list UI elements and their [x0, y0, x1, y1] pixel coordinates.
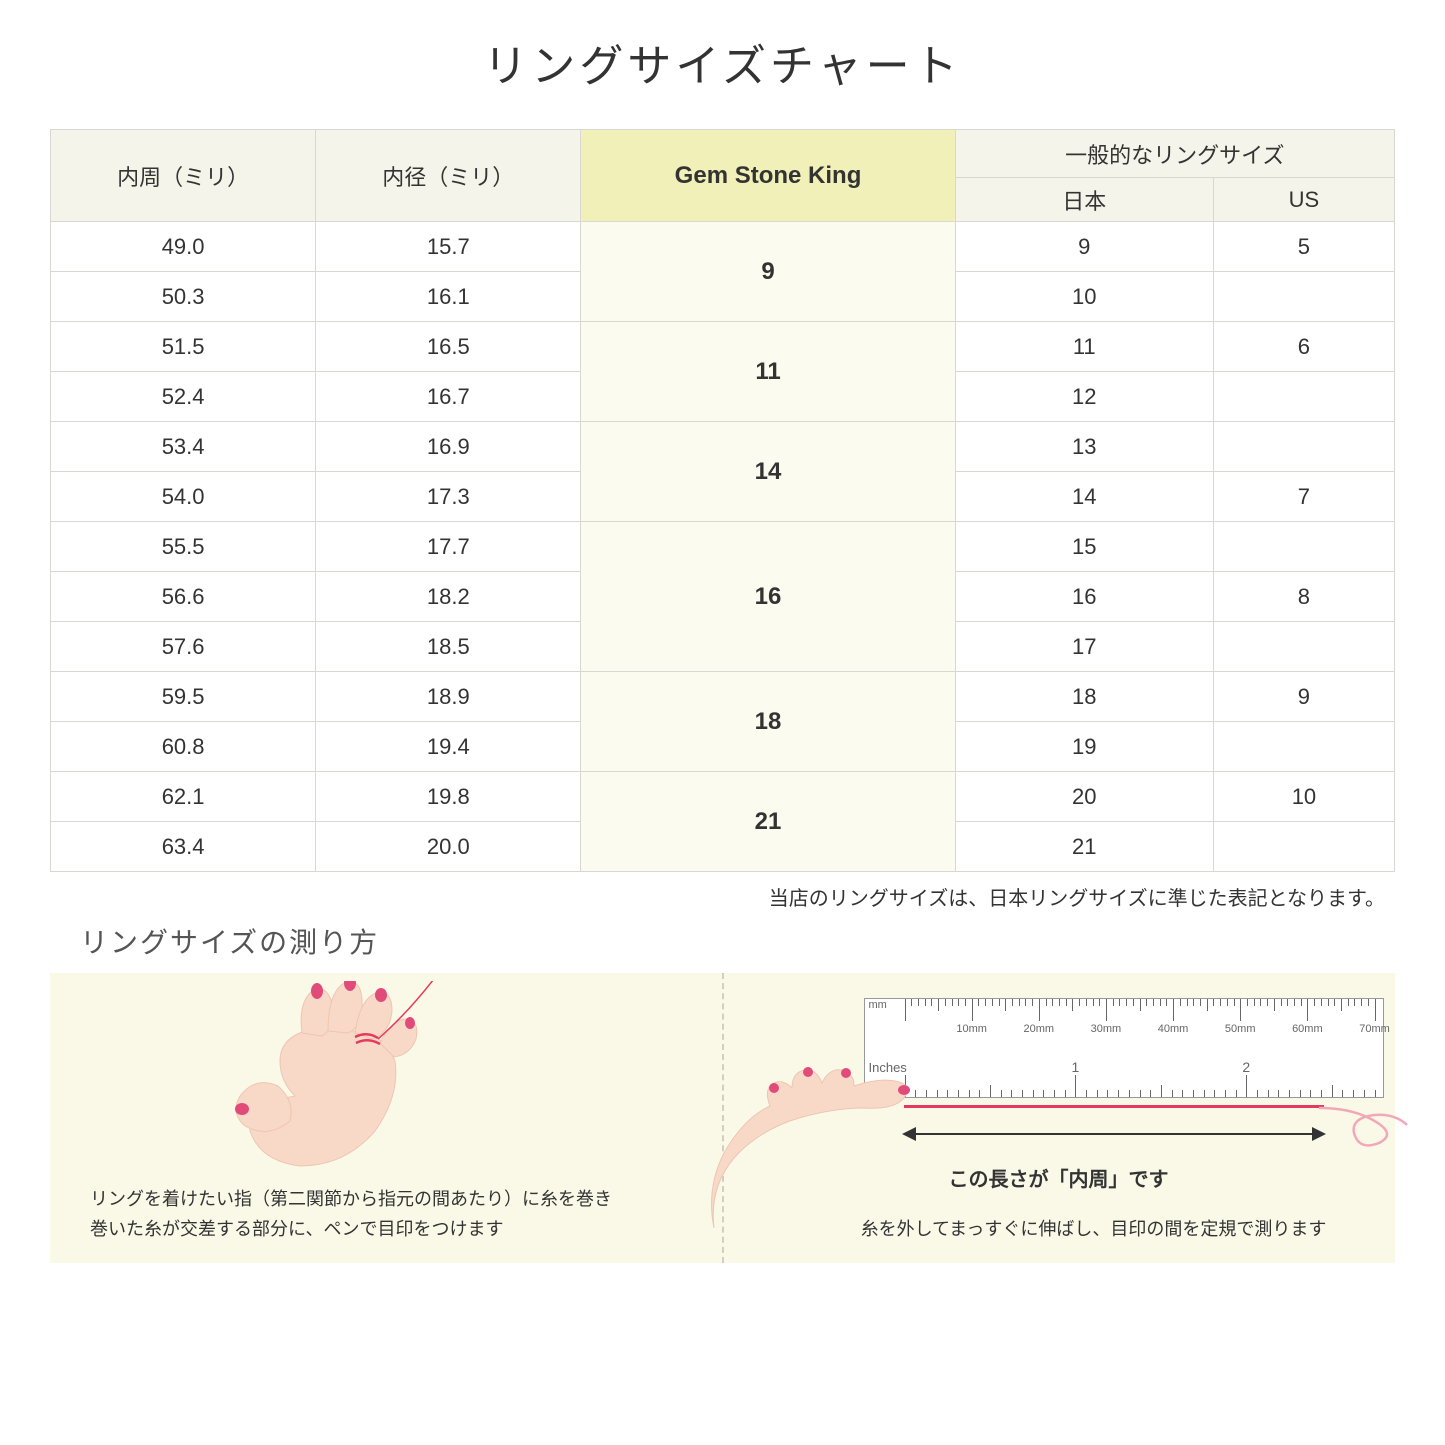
cell-jp: 16	[955, 572, 1213, 622]
cell-jp: 19	[955, 722, 1213, 772]
instruction-right: 糸を外してまっすぐに伸ばし、目印の間を定規で測ります	[794, 1214, 1394, 1245]
measurement-arrow	[904, 1133, 1324, 1135]
cell-dia: 16.1	[316, 272, 581, 322]
cell-circ: 59.5	[51, 672, 316, 722]
thread-curl	[1319, 1083, 1409, 1153]
cell-jp: 17	[955, 622, 1213, 672]
cell-circ: 54.0	[51, 472, 316, 522]
measure-title: リングサイズの測り方	[50, 921, 1395, 961]
cell-jp: 10	[955, 272, 1213, 322]
table-row: 51.516.511116	[51, 322, 1395, 372]
cell-circ: 57.6	[51, 622, 316, 672]
cell-circ: 60.8	[51, 722, 316, 772]
col-circumference: 内周（ミリ）	[51, 130, 316, 222]
cell-gsk: 18	[581, 672, 955, 772]
cell-circ: 53.4	[51, 422, 316, 472]
cell-gsk: 21	[581, 772, 955, 872]
cell-gsk: 9	[581, 222, 955, 322]
cell-circ: 50.3	[51, 272, 316, 322]
ruler-illustration: mm Inches 10mm20mm30mm40mm50mm60mm70mm 1…	[864, 998, 1384, 1098]
cell-us: 10	[1213, 772, 1394, 822]
cell-us	[1213, 522, 1394, 572]
cell-dia: 18.5	[316, 622, 581, 672]
cell-us	[1213, 722, 1394, 772]
col-gsk: Gem Stone King	[581, 130, 955, 222]
table-row: 59.518.918189	[51, 672, 1395, 722]
cell-jp: 12	[955, 372, 1213, 422]
cell-us: 9	[1213, 672, 1394, 722]
cell-us	[1213, 622, 1394, 672]
cell-dia: 16.9	[316, 422, 581, 472]
cell-circ: 51.5	[51, 322, 316, 372]
cell-us	[1213, 822, 1394, 872]
mm-label: mm	[869, 999, 887, 1011]
ruler-caption: この長さが「内周」です	[949, 1163, 1169, 1192]
table-row: 49.015.7995	[51, 222, 1395, 272]
hand-hold-illustration	[704, 1058, 914, 1228]
cell-dia: 20.0	[316, 822, 581, 872]
instruction-left: リングを着けたい指（第二関節から指元の間あたり）に糸を巻き巻いた糸が交差する部分…	[90, 1184, 690, 1245]
cell-dia: 18.9	[316, 672, 581, 722]
cell-dia: 17.3	[316, 472, 581, 522]
size-chart-table: 内周（ミリ） 内径（ミリ） Gem Stone King 一般的なリングサイズ …	[50, 129, 1395, 872]
cell-dia: 15.7	[316, 222, 581, 272]
cell-jp: 15	[955, 522, 1213, 572]
cell-dia: 19.8	[316, 772, 581, 822]
page-title: リングサイズチャート	[50, 30, 1395, 94]
cell-jp: 11	[955, 322, 1213, 372]
cell-circ: 55.5	[51, 522, 316, 572]
cell-circ: 63.4	[51, 822, 316, 872]
cell-gsk: 16	[581, 522, 955, 672]
cell-us: 8	[1213, 572, 1394, 622]
cell-gsk: 11	[581, 322, 955, 422]
cell-jp: 13	[955, 422, 1213, 472]
note-text: 当店のリングサイズは、日本リングサイズに準じた表記となります。	[50, 882, 1395, 911]
cell-dia: 17.7	[316, 522, 581, 572]
cell-jp: 18	[955, 672, 1213, 722]
cell-jp: 20	[955, 772, 1213, 822]
cell-circ: 62.1	[51, 772, 316, 822]
cell-jp: 21	[955, 822, 1213, 872]
table-row: 62.119.8212010	[51, 772, 1395, 822]
cell-circ: 49.0	[51, 222, 316, 272]
cell-dia: 16.5	[316, 322, 581, 372]
cell-us	[1213, 372, 1394, 422]
measure-step-1: リングを着けたい指（第二関節から指元の間あたり）に糸を巻き巻いた糸が交差する部分…	[50, 973, 722, 1263]
cell-jp: 14	[955, 472, 1213, 522]
col-us: US	[1213, 178, 1394, 222]
cell-us	[1213, 272, 1394, 322]
col-japan: 日本	[955, 178, 1213, 222]
measure-step-2: mm Inches 10mm20mm30mm40mm50mm60mm70mm 1…	[724, 973, 1396, 1263]
cell-us: 5	[1213, 222, 1394, 272]
col-diameter: 内径（ミリ）	[316, 130, 581, 222]
cell-circ: 56.6	[51, 572, 316, 622]
thread-line	[904, 1105, 1324, 1108]
cell-jp: 9	[955, 222, 1213, 272]
measure-panel: リングを着けたい指（第二関節から指元の間あたり）に糸を巻き巻いた糸が交差する部分…	[50, 973, 1395, 1263]
cell-gsk: 14	[581, 422, 955, 522]
cell-circ: 52.4	[51, 372, 316, 422]
table-row: 55.517.71615	[51, 522, 1395, 572]
col-general: 一般的なリングサイズ	[955, 130, 1394, 178]
cell-dia: 16.7	[316, 372, 581, 422]
cell-dia: 18.2	[316, 572, 581, 622]
table-row: 53.416.91413	[51, 422, 1395, 472]
hand-wrap-illustration	[200, 981, 460, 1181]
cell-us: 7	[1213, 472, 1394, 522]
cell-us	[1213, 422, 1394, 472]
cell-dia: 19.4	[316, 722, 581, 772]
cell-us: 6	[1213, 322, 1394, 372]
